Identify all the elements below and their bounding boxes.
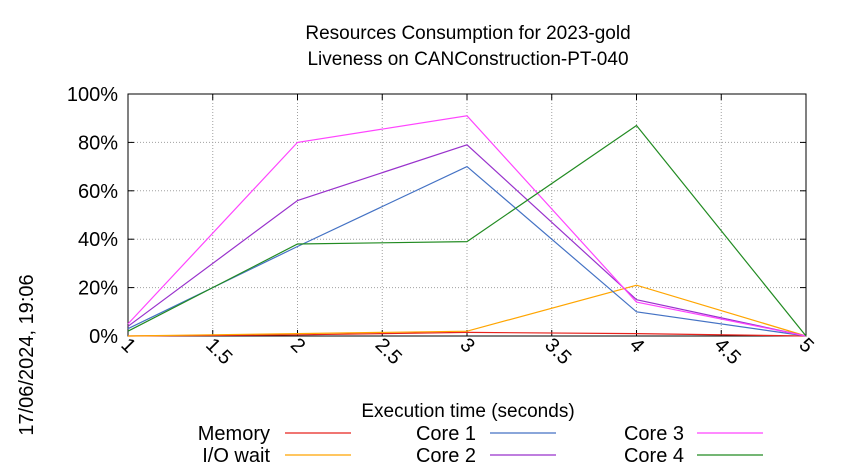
legend-label-core-2: Core 2 (416, 445, 476, 467)
series-line-core-3 (127, 115, 807, 337)
x-tick-label: 1.5 (201, 334, 236, 369)
y-tick-label: 80% (78, 132, 118, 154)
grid (128, 94, 806, 336)
y-tick-label: 60% (78, 181, 118, 203)
x-tick-label: 1 (116, 334, 139, 357)
x-axis-label: Execution time (seconds) (361, 401, 574, 422)
legend-label-i-o-wait: I/O wait (202, 445, 270, 467)
y-tick-label: 40% (78, 229, 118, 251)
x-tick-label: 4.5 (710, 334, 745, 369)
x-tick-label: 2.5 (371, 334, 406, 369)
series-line-memory (127, 331, 807, 337)
x-tick-label: 3.5 (540, 334, 575, 369)
legend-label-core-1: Core 1 (416, 423, 476, 445)
x-tick-label: 2 (286, 334, 309, 357)
y-tick-label: 0% (89, 326, 118, 348)
chart-title-line-1: Resources Consumption for 2023-gold (305, 23, 630, 44)
legend-label-core-3: Core 3 (624, 423, 684, 445)
timestamp-label: 17/06/2024, 19:06 (16, 274, 38, 435)
y-axis-ticks: 0% 20% 40% 60% 80% 100% (67, 84, 806, 348)
series-lines (127, 115, 807, 337)
series-line-i-o-wait (127, 284, 807, 337)
chart-title-line-2: Liveness on CANConstruction-PT-040 (307, 49, 628, 70)
x-axis-ticks: 1 1.5 2 2.5 3 3.5 4 4.5 5 (116, 94, 818, 369)
x-tick-label: 5 (794, 334, 817, 357)
y-tick-label: 100% (67, 84, 118, 106)
x-tick-label: 4 (625, 334, 648, 357)
series-line-core-4 (127, 124, 807, 337)
y-tick-label: 20% (78, 278, 118, 300)
x-tick-label: 3 (455, 334, 478, 357)
series-line-core-2 (127, 144, 807, 337)
legend-label-memory: Memory (198, 423, 270, 445)
legend-label-core-4: Core 4 (624, 445, 684, 467)
series-line-core-1 (127, 165, 807, 337)
